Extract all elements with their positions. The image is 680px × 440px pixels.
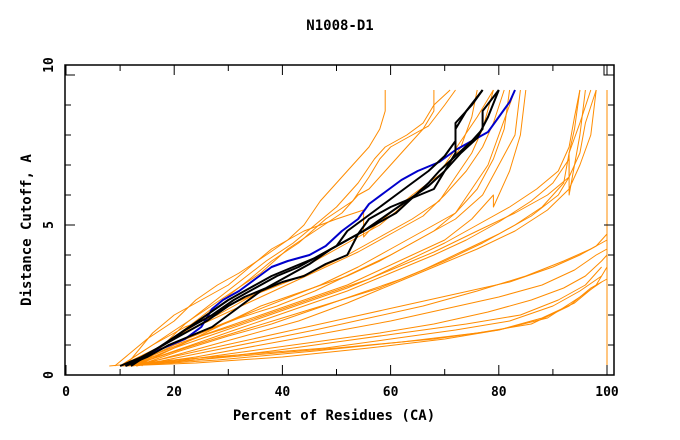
series-line-model-19 — [120, 266, 608, 367]
y-tick-labels: 0 5 10 — [42, 57, 57, 379]
series-line-model-23 — [136, 89, 516, 367]
x-tick-label: 60 — [383, 385, 399, 400]
y-axis-label: Distance Cutoff, A — [19, 154, 35, 306]
series-line-model-24 — [141, 89, 451, 367]
series-line-model-02 — [119, 90, 435, 367]
series-line-model-27 — [125, 89, 581, 367]
series-line-model-black-2 — [125, 89, 500, 367]
series-line-model-28 — [130, 89, 581, 367]
series-line-model-25 — [119, 89, 456, 367]
series-line-model-black-1 — [119, 89, 484, 367]
series-line-model-18 — [109, 275, 602, 367]
series-line-model-01 — [114, 90, 386, 367]
series-line-model-11 — [130, 89, 597, 367]
x-axis-label: Percent of Residues (CA) — [233, 408, 435, 424]
series-line-model-12 — [136, 89, 597, 367]
chart-title: N1008-D1 — [306, 18, 373, 34]
y-tick-label: 10 — [42, 57, 57, 73]
x-tick-label: 100 — [595, 385, 619, 400]
x-tick-label: 40 — [275, 385, 291, 400]
x-tick-label: 20 — [166, 385, 182, 400]
corner-box — [603, 64, 615, 76]
x-tick-label: 80 — [491, 385, 507, 400]
y-tick-label: 0 — [42, 371, 57, 379]
plot-frame — [64, 64, 615, 376]
series-line-model-black-4 — [130, 89, 484, 367]
series-line-model-16 — [120, 254, 608, 367]
series-line-model-21 — [130, 281, 602, 367]
series-line-model-08 — [130, 89, 527, 367]
series-line-model-15 — [130, 248, 608, 367]
y-ticks — [65, 74, 614, 376]
x-tick-label: 0 — [62, 385, 70, 400]
x-ticks — [65, 65, 608, 375]
y-tick-label: 5 — [42, 221, 57, 229]
series-line-model-07 — [125, 89, 521, 367]
series-line-model-14 — [136, 239, 608, 367]
x-tick-labels: 0 20 40 60 80 100 — [62, 385, 619, 400]
plot-lines — [109, 89, 608, 375]
series-line-model-10 — [136, 89, 592, 367]
